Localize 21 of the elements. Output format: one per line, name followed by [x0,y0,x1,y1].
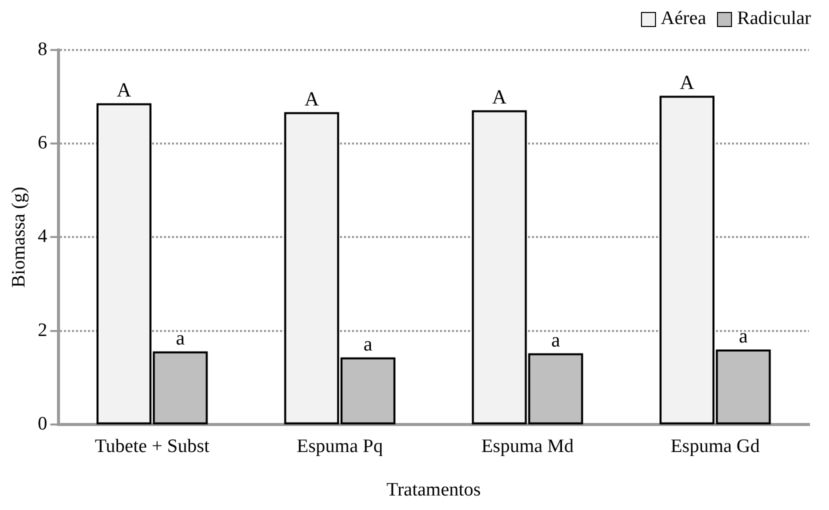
x-axis-title: Tratamentos [386,480,481,501]
y-tick-label: 4 [38,226,48,248]
annotation: A [680,72,695,94]
x-tick-label: Espuma Pq [296,436,384,457]
annotation: A [116,80,132,102]
y-tick-label: 8 [38,38,48,60]
annotation: a [738,326,748,348]
x-tick-label: Tubete + Subst [94,436,210,457]
annotation: a [364,334,373,356]
legend-label: Radicular [737,8,811,30]
legend-label: Aérea [660,8,706,30]
annotation: a [176,328,185,350]
x-tick-label: Espuma Gd [670,436,760,457]
x-tick-label: Espuma Md [481,436,574,457]
annotation: a [551,329,560,352]
y-axis-title: Biomassa (g) [8,186,30,288]
y-tick-label: 2 [38,320,48,341]
y-tick-label: 6 [38,132,48,154]
y-tick-label: 0 [38,413,48,434]
annotation: A [492,86,508,109]
annotation: A [304,88,320,110]
